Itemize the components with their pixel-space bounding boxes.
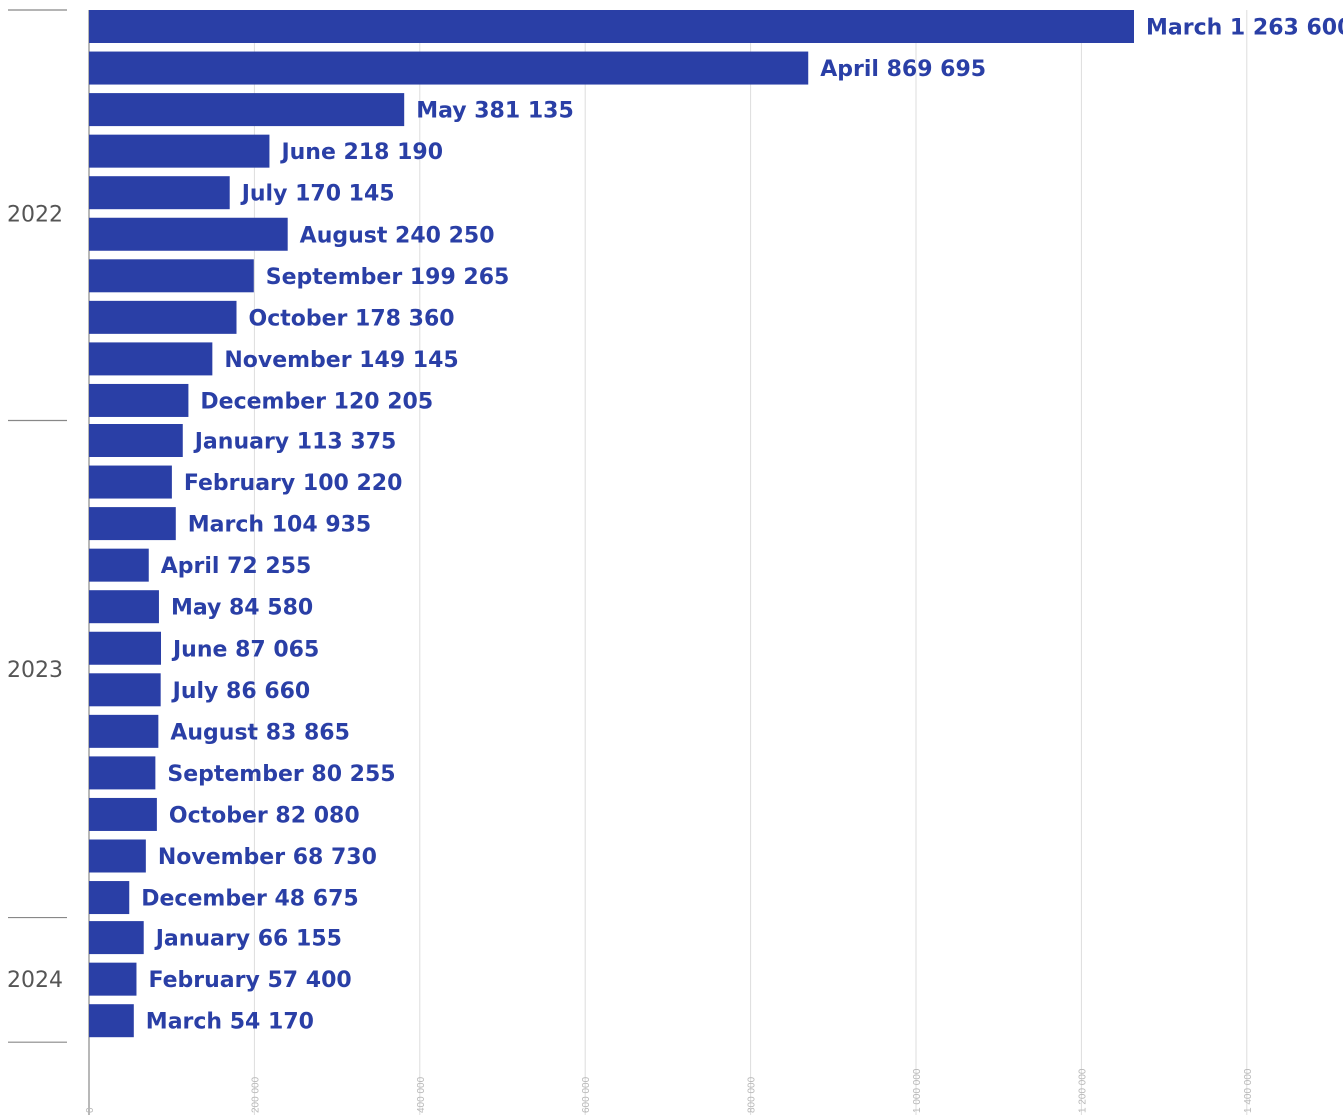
bar-september <box>89 259 254 293</box>
bar-label: March 104 935 <box>188 513 371 538</box>
bar-label: August 240 250 <box>300 223 495 248</box>
bar-february <box>89 465 172 499</box>
bar-label: December 120 205 <box>200 389 433 414</box>
bar-label: April 869 695 <box>820 57 986 82</box>
bar-label: October 178 360 <box>249 306 455 331</box>
gridlines <box>88 10 1248 1115</box>
bar-label: February 100 220 <box>184 471 403 496</box>
bar-march <box>89 1004 134 1038</box>
bar-march <box>89 10 1134 43</box>
year-axis: 2022 2023 2024 <box>7 9 67 1043</box>
bar-label: June 218 190 <box>279 140 443 165</box>
bar-label: November 149 145 <box>224 348 458 373</box>
bar-labels: March 1 263 600 April 869 695 May 381 135 J… <box>141 16 1343 1035</box>
bar-august <box>89 217 288 251</box>
bar-november <box>89 342 213 376</box>
bar-label: March 1 263 600 <box>1146 16 1343 41</box>
x-tick-label: 400 000 <box>416 1076 427 1113</box>
bar-january <box>89 921 144 955</box>
x-tick-label: 0 <box>85 1107 96 1113</box>
bar-july <box>89 176 230 210</box>
bar-label: September 199 265 <box>266 265 510 290</box>
bar-november <box>89 839 146 873</box>
x-tick-label: 800 000 <box>747 1076 758 1113</box>
bar-label: December 48 675 <box>141 887 358 912</box>
x-tick-label: 1 000 000 <box>912 1068 923 1113</box>
bar-july <box>89 673 161 707</box>
bar-january <box>89 424 183 457</box>
bar-label: April 72 255 <box>161 554 312 579</box>
bar-october <box>89 797 157 831</box>
bar-label: October 82 080 <box>169 803 360 828</box>
bar-september <box>89 756 156 790</box>
bar-label: January 113 375 <box>193 430 397 455</box>
bar-label: May 84 580 <box>171 596 313 621</box>
bar-may <box>89 590 159 624</box>
bar-december <box>89 881 130 915</box>
x-tick-label: 200 000 <box>250 1076 261 1113</box>
bar-label: September 80 255 <box>167 762 395 787</box>
bar-april <box>89 548 149 582</box>
x-axis-ticks: 0 200 000 400 000 600 000 800 000 1 000 000 1 … <box>85 1068 1254 1113</box>
bar-june <box>89 631 162 665</box>
bar-june <box>89 134 270 168</box>
year-label: 2024 <box>7 968 63 993</box>
bar-february <box>89 962 137 996</box>
x-tick-label: 1 200 000 <box>1077 1068 1088 1113</box>
bar-label: November 68 730 <box>158 845 377 870</box>
bar-label: June 87 065 <box>171 637 319 662</box>
bar-march <box>89 507 176 541</box>
bar-label: May 381 135 <box>416 99 574 124</box>
year-label: 2023 <box>7 658 63 683</box>
x-tick-label: 600 000 <box>581 1076 592 1113</box>
bar-october <box>89 300 237 334</box>
bar-label: July 86 660 <box>171 679 311 704</box>
bars <box>89 10 1134 1038</box>
x-tick-label: 1 400 000 <box>1243 1068 1254 1113</box>
bar-label: July 170 145 <box>240 182 395 207</box>
bar-may <box>89 93 405 127</box>
bar-april <box>89 51 809 85</box>
bar-label: February 57 400 <box>148 968 351 993</box>
bar-august <box>89 714 159 748</box>
bar-label: August 83 865 <box>170 720 350 745</box>
bar-label: January 66 155 <box>154 927 342 952</box>
bar-label: March 54 170 <box>146 1010 314 1035</box>
year-label: 2022 <box>7 202 63 227</box>
bar-december <box>89 383 189 417</box>
